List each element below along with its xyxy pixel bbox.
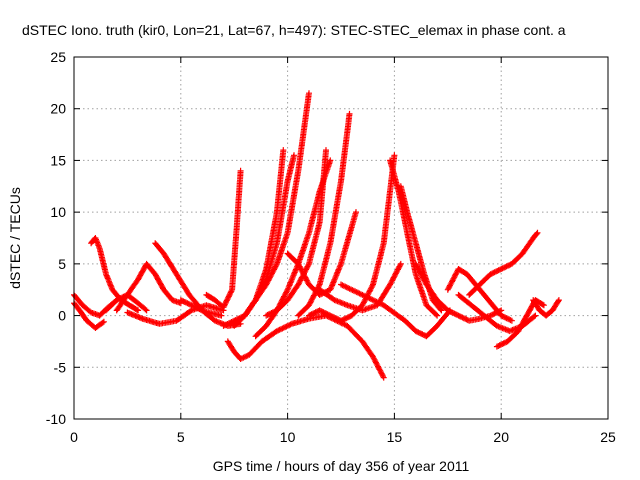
plot-frame: [73, 56, 609, 420]
series-markers: [203, 167, 244, 311]
series-markers: [241, 90, 312, 319]
x-tick-label: 25: [600, 429, 616, 445]
series-markers: [295, 110, 353, 319]
series-26: [493, 297, 547, 350]
y-tick-label: 0: [58, 308, 66, 324]
series-markers: [224, 312, 387, 381]
series-markers: [466, 229, 541, 298]
y-tick-label: 10: [50, 204, 66, 220]
series-18: [316, 260, 404, 314]
series-21: [338, 281, 453, 340]
x-axis-title: GPS time / hours of day 356 of year 2011: [213, 458, 470, 474]
series-markers: [493, 297, 547, 350]
series-7: [177, 297, 225, 319]
y-tick-label: 15: [50, 152, 66, 168]
y-tick-label: -5: [54, 359, 67, 375]
series-layer: [71, 90, 562, 381]
series-15: [295, 110, 353, 319]
series-markers: [412, 260, 505, 324]
series-8: [203, 167, 244, 311]
series-markers: [338, 281, 453, 340]
x-tick-label: 5: [177, 429, 185, 445]
series-12: [241, 90, 312, 319]
series-16: [284, 209, 359, 298]
series-19: [387, 157, 441, 319]
series-23: [444, 266, 515, 324]
x-tick-label: 15: [387, 429, 403, 445]
series-27: [530, 297, 562, 319]
series-markers: [387, 157, 441, 319]
x-tick-label: 10: [280, 429, 296, 445]
y-tick-label: 25: [50, 49, 66, 65]
x-tick-label: 20: [493, 429, 509, 445]
series-6: [124, 302, 227, 327]
series-9: [224, 312, 387, 381]
grid: [74, 57, 608, 419]
series-markers: [316, 260, 404, 314]
x-tick-label: 0: [70, 429, 78, 445]
series-markers: [177, 297, 225, 319]
series-25: [466, 229, 541, 298]
series-17: [306, 152, 398, 324]
series-markers: [530, 297, 562, 319]
series-markers: [306, 152, 398, 324]
y-tick-label: 5: [58, 256, 66, 272]
series-markers: [284, 209, 359, 298]
y-tick-label: 20: [50, 101, 66, 117]
series-markers: [444, 266, 515, 324]
series-22: [412, 260, 505, 324]
chart-title: dSTEC Iono. truth (kir0, Lon=21, Lat=67,…: [22, 22, 566, 38]
y-axis-title: dSTEC / TECUs: [7, 187, 23, 289]
series-markers: [124, 302, 227, 327]
series-markers: [113, 260, 184, 314]
ticks: [73, 56, 609, 420]
y-tick-label: -10: [46, 411, 66, 427]
series-4: [113, 260, 184, 314]
tick-labels: 0 5 10 15 20 25 -10 -5 0 5 10 15 20 25: [46, 49, 616, 445]
